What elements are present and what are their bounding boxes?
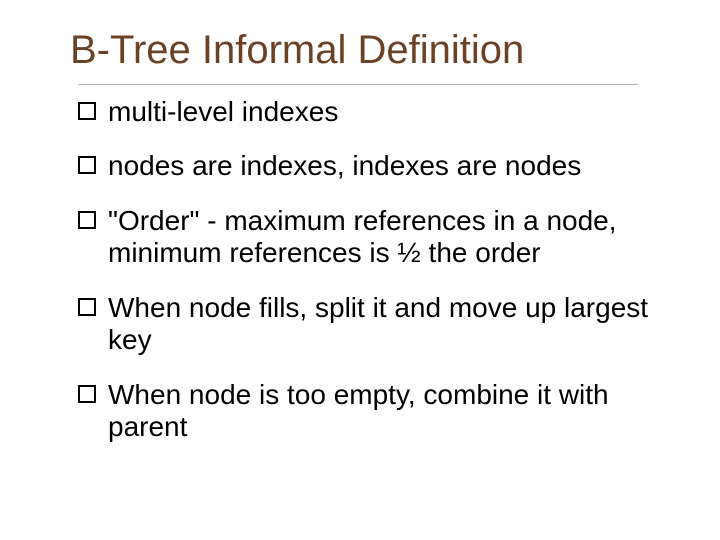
slide: B-Tree Informal Definition multi-level i… <box>0 0 720 540</box>
bullet-item: nodes are indexes, indexes are nodes <box>78 150 680 182</box>
bullet-text: nodes are indexes, indexes are nodes <box>108 150 680 182</box>
bullet-item: When node fills, split it and move up la… <box>78 292 680 357</box>
bullet-text: multi-level indexes <box>108 96 680 128</box>
slide-title: B-Tree Informal Definition <box>70 28 680 72</box>
bullet-text: When node is too empty, combine it with … <box>108 379 680 444</box>
square-bullet-icon <box>78 102 96 120</box>
square-bullet-icon <box>78 211 96 229</box>
title-divider <box>78 84 638 85</box>
bullet-text: When node fills, split it and move up la… <box>108 292 680 357</box>
bullet-item: multi-level indexes <box>78 96 680 128</box>
bullet-item: When node is too empty, combine it with … <box>78 379 680 444</box>
bullet-text: "Order" - maximum references in a node, … <box>108 205 680 270</box>
square-bullet-icon <box>78 298 96 316</box>
bullet-item: "Order" - maximum references in a node, … <box>78 205 680 270</box>
square-bullet-icon <box>78 385 96 403</box>
square-bullet-icon <box>78 156 96 174</box>
bullet-list: multi-level indexes nodes are indexes, i… <box>78 96 680 444</box>
